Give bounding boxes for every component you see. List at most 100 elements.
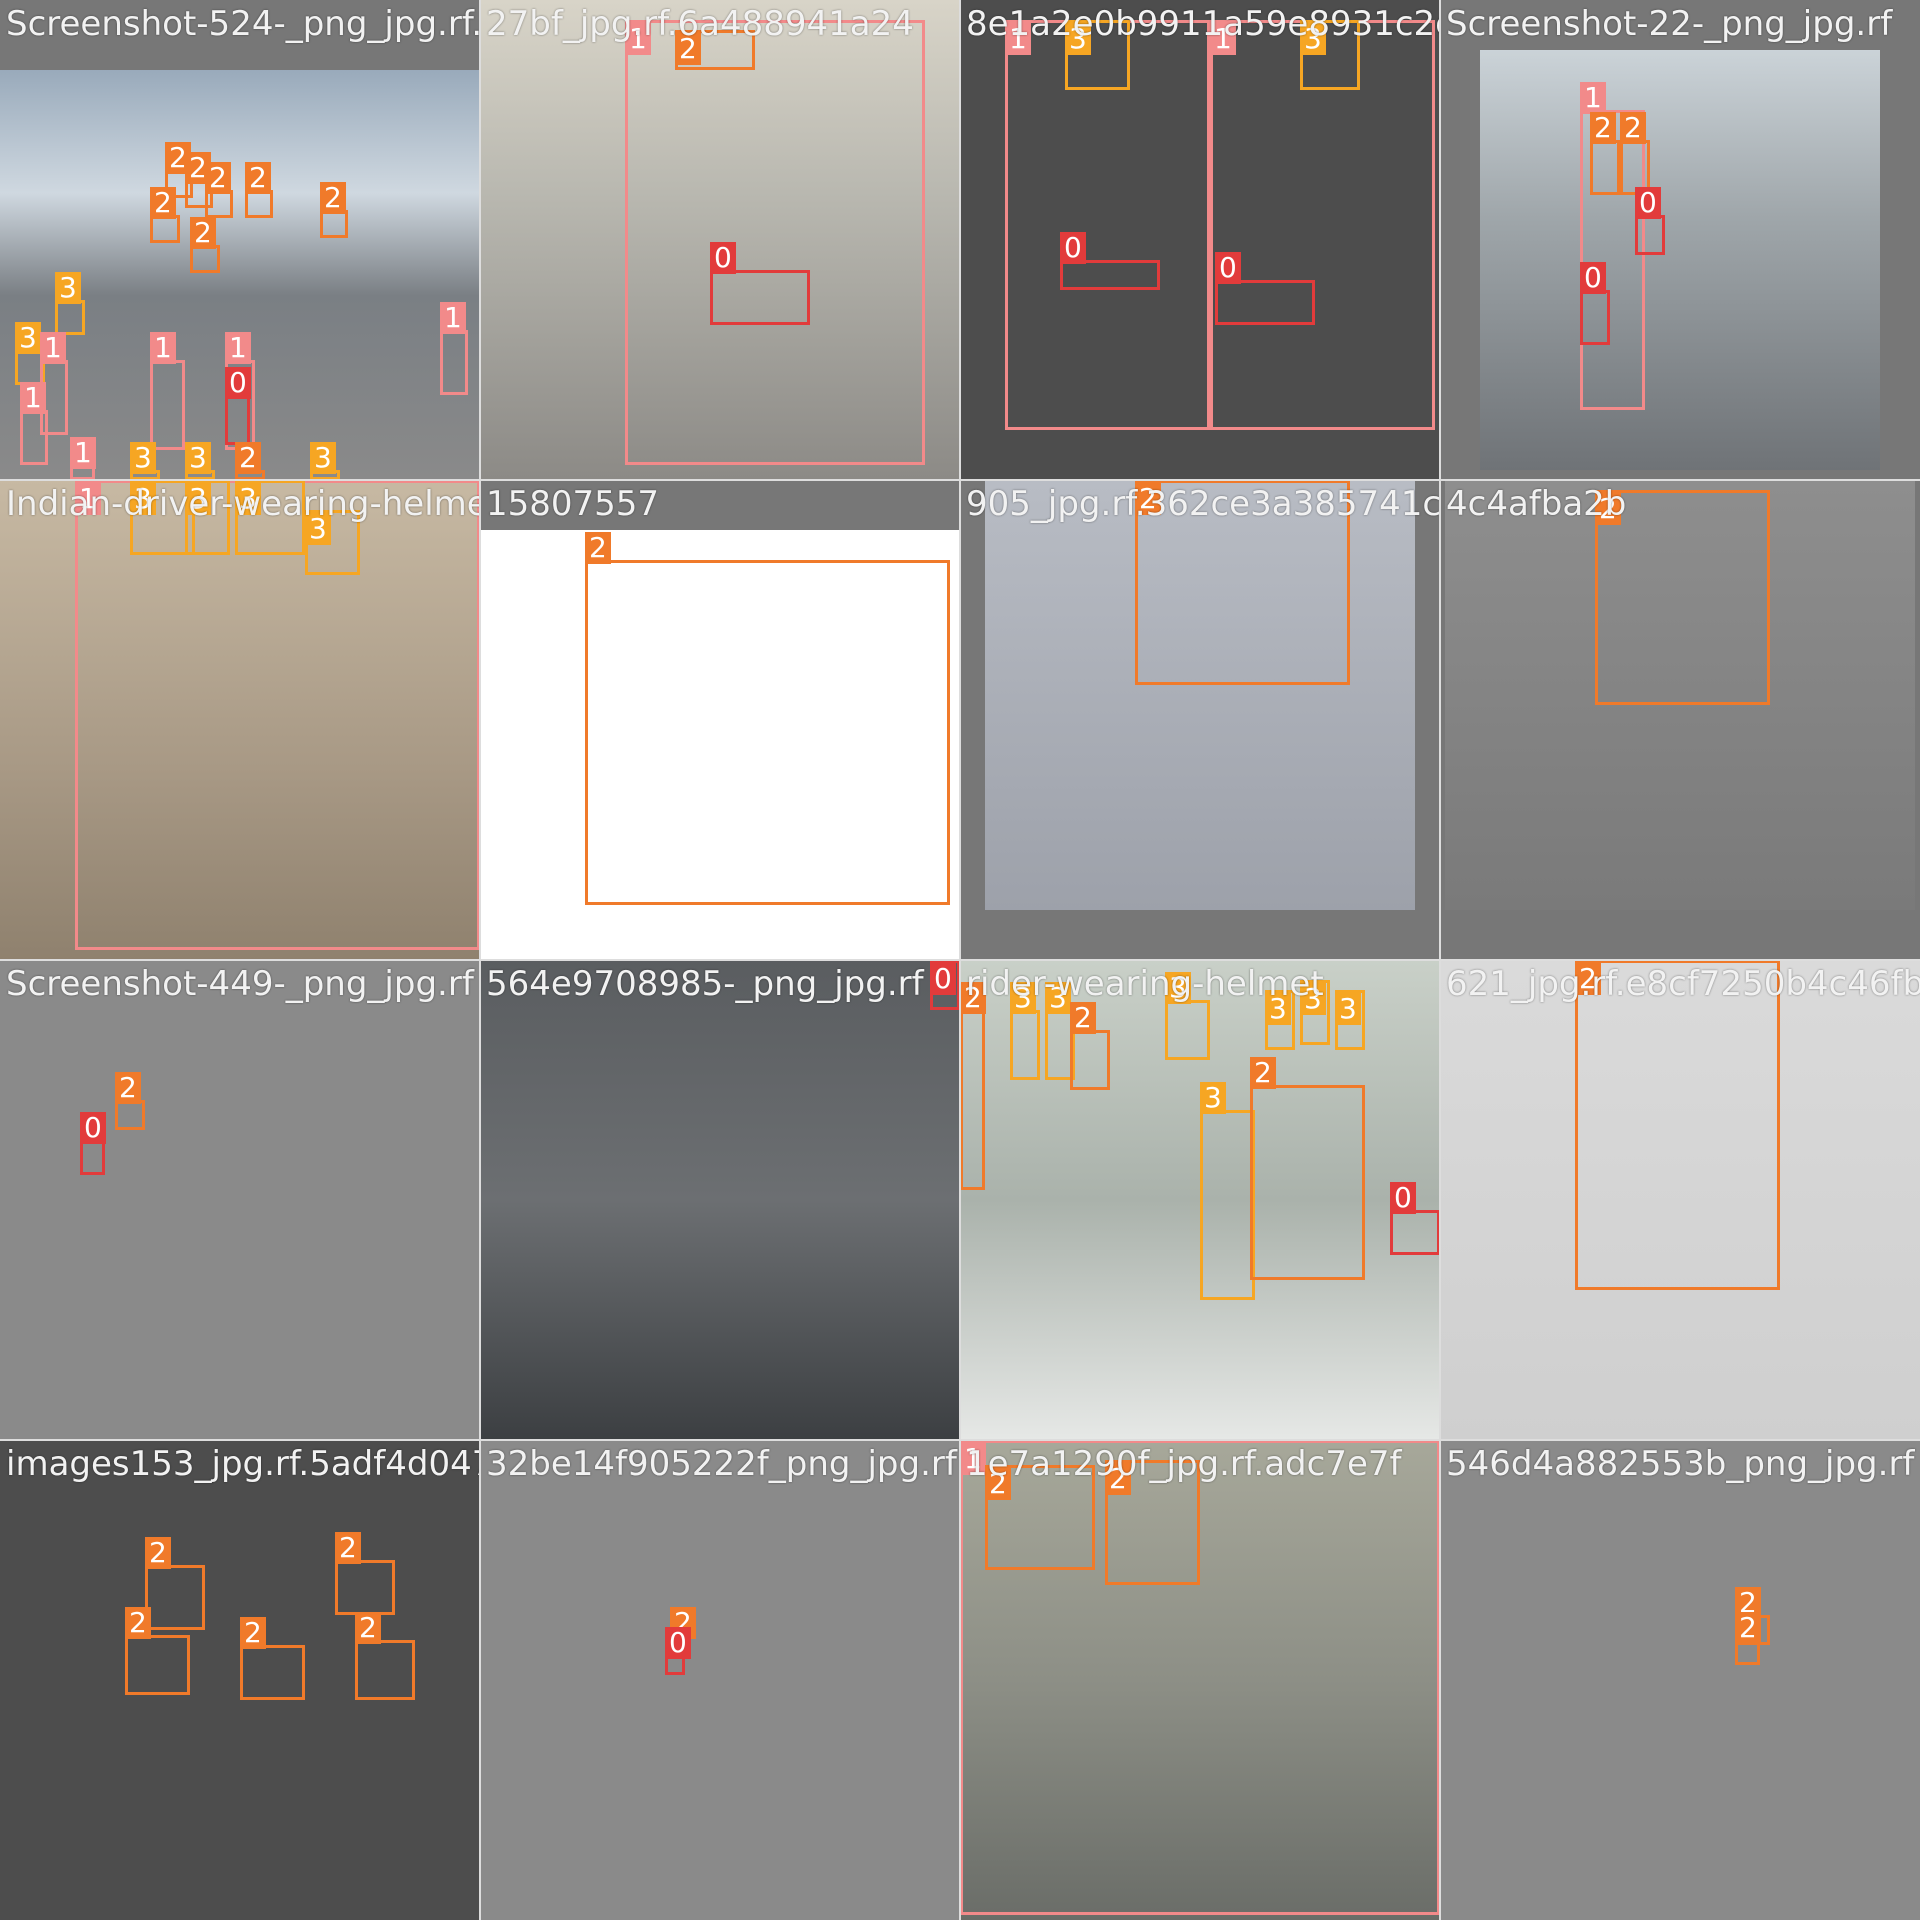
class-label: 3 <box>310 442 336 474</box>
detection-box: 2 <box>205 162 233 218</box>
tile-filename: 546d4a882553b_png_jpg.rf <box>1446 1444 1915 1484</box>
class-label: 2 <box>125 1607 151 1639</box>
class-label: 3 <box>130 483 156 515</box>
detection-box: 3 <box>1265 990 1295 1050</box>
class-label: 3 <box>235 483 261 515</box>
class-label: 1 <box>1580 82 1606 114</box>
image-tile: Indian-driver-wearing-helmet-1280757694c… <box>0 480 480 960</box>
class-label: 3 <box>1300 23 1326 55</box>
class-label: 0 <box>1635 187 1661 219</box>
detection-box: 2 <box>150 187 180 243</box>
photo <box>480 0 960 480</box>
class-label: 2 <box>1575 963 1601 995</box>
class-label: 0 <box>80 1112 106 1144</box>
tile-filename: 621_jpg.rf.e8cf7250b4c46fb <box>1446 964 1920 1004</box>
class-label: 1 <box>75 483 101 515</box>
class-label: 2 <box>1735 1612 1761 1644</box>
detection-box: 2 <box>1070 1002 1110 1090</box>
class-label: 2 <box>145 1537 171 1569</box>
detection-box: 2 <box>245 162 273 218</box>
grid-divider <box>0 959 1920 961</box>
class-label: 0 <box>1215 252 1241 284</box>
detection-box: 2 <box>1250 1057 1365 1280</box>
class-label: 3 <box>1165 972 1191 1004</box>
image-tile: Screenshot-524-_png_jpg.rf.ea0079ffbdb36… <box>0 0 480 480</box>
class-label: 1 <box>960 1443 986 1475</box>
class-label: 0 <box>665 1627 691 1659</box>
detection-box: 3 <box>1165 972 1210 1060</box>
photo <box>1440 960 1920 1440</box>
image-tile: 8e1a2e0b9911a59e8931c2e9622e2a02811 3 1 3 0 0 <box>960 0 1440 480</box>
detection-box: 3 <box>310 442 340 480</box>
tile-filename: 1e7a1290f_jpg.rf.adc7e7f <box>966 1444 1402 1484</box>
detection-box: 2 <box>115 1072 145 1130</box>
photo <box>1550 1560 1830 1840</box>
detection-box: 3 <box>305 510 360 575</box>
image-tile: 546d4a882553b_png_jpg.rf 2 2 <box>1440 1440 1920 1920</box>
class-label: 3 <box>1265 993 1291 1025</box>
detection-box: 0 <box>710 242 810 325</box>
detection-box: 3 <box>185 480 230 555</box>
class-label: 2 <box>1070 1002 1096 1034</box>
detection-box: 3 <box>1335 990 1365 1050</box>
class-label: 3 <box>185 442 211 474</box>
detection-box: 0 <box>930 960 960 1010</box>
detection-box: 2 <box>985 1465 1095 1570</box>
photo <box>1480 50 1880 470</box>
class-label: 0 <box>1390 1182 1416 1214</box>
tile-filename: 15807557 <box>486 484 660 524</box>
class-label: 2 <box>1250 1057 1276 1089</box>
class-label: 1 <box>440 302 466 334</box>
detection-box: 2 <box>1135 480 1350 685</box>
photo <box>155 1055 400 1300</box>
detection-box: 1 <box>20 382 48 465</box>
detection-box: 0 <box>1580 262 1610 345</box>
grid-divider <box>1439 0 1441 1920</box>
class-label: 2 <box>1590 112 1616 144</box>
detection-box: 2 <box>1575 960 1780 1290</box>
detection-box: 3 <box>130 442 160 480</box>
photo <box>480 530 960 960</box>
detection-box: 3 <box>1010 982 1040 1080</box>
class-label: 2 <box>1620 112 1646 144</box>
tile-filename: 32be14f905222f_png_jpg.rf <box>486 1444 957 1484</box>
detection-box: 3 <box>15 322 45 385</box>
photo <box>960 1440 1440 1920</box>
class-label: 1 <box>1005 23 1031 55</box>
class-label: 0 <box>710 242 736 274</box>
tile-filename: Indian-driver-wearing-helmet-1280757694c… <box>6 484 480 524</box>
class-label: 3 <box>1200 1082 1226 1114</box>
detection-box: 1 <box>40 332 68 435</box>
tile-filename: images153_jpg.rf.5adf4d04793 <box>6 1444 480 1484</box>
detection-box: 1 <box>440 302 468 395</box>
image-tile: 15807557 2 <box>480 480 960 960</box>
class-label: 1 <box>150 332 176 364</box>
class-label: 1 <box>1210 23 1236 55</box>
detection-box: 3 <box>185 442 215 480</box>
image-tile: 27bf_jpg.rf.6a488941a24 1 2 0 <box>480 0 960 480</box>
detection-box: 1 <box>960 1440 1440 1915</box>
detection-box: 2 <box>355 1612 415 1700</box>
tile-filename: 4c4afba2b <box>1446 484 1627 524</box>
class-label: 1 <box>20 382 46 414</box>
detection-box: 2 <box>1590 112 1620 195</box>
tile-filename: 27bf_jpg.rf.6a488941a24 <box>486 4 914 44</box>
class-label: 1 <box>225 332 251 364</box>
detection-box: 0 <box>665 1627 691 1675</box>
class-label: 2 <box>335 1532 361 1564</box>
class-label: 1 <box>70 437 96 469</box>
detection-box: 3 <box>1300 20 1360 90</box>
class-label: 2 <box>320 182 346 214</box>
class-label: 2 <box>115 1072 141 1104</box>
class-label: 2 <box>585 532 611 564</box>
class-label: 3 <box>1045 982 1071 1014</box>
detection-box: 3 <box>1065 20 1130 90</box>
class-label: 2 <box>1595 493 1621 525</box>
detection-box: 3 <box>1300 980 1330 1045</box>
detection-box: 3 <box>1200 1082 1255 1300</box>
class-label: 2 <box>1105 1463 1131 1495</box>
class-label: 3 <box>1335 993 1361 1025</box>
detection-box: 2 <box>1105 1460 1200 1585</box>
image-tile: 905_jpg.rf.362ce3a385741c3af_jpg.rf.3048… <box>960 480 1440 960</box>
class-label: 2 <box>235 442 261 474</box>
